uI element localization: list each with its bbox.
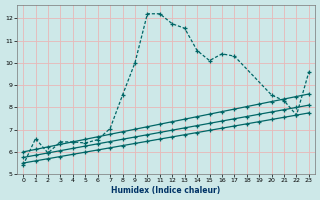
X-axis label: Humidex (Indice chaleur): Humidex (Indice chaleur) [111,186,221,195]
